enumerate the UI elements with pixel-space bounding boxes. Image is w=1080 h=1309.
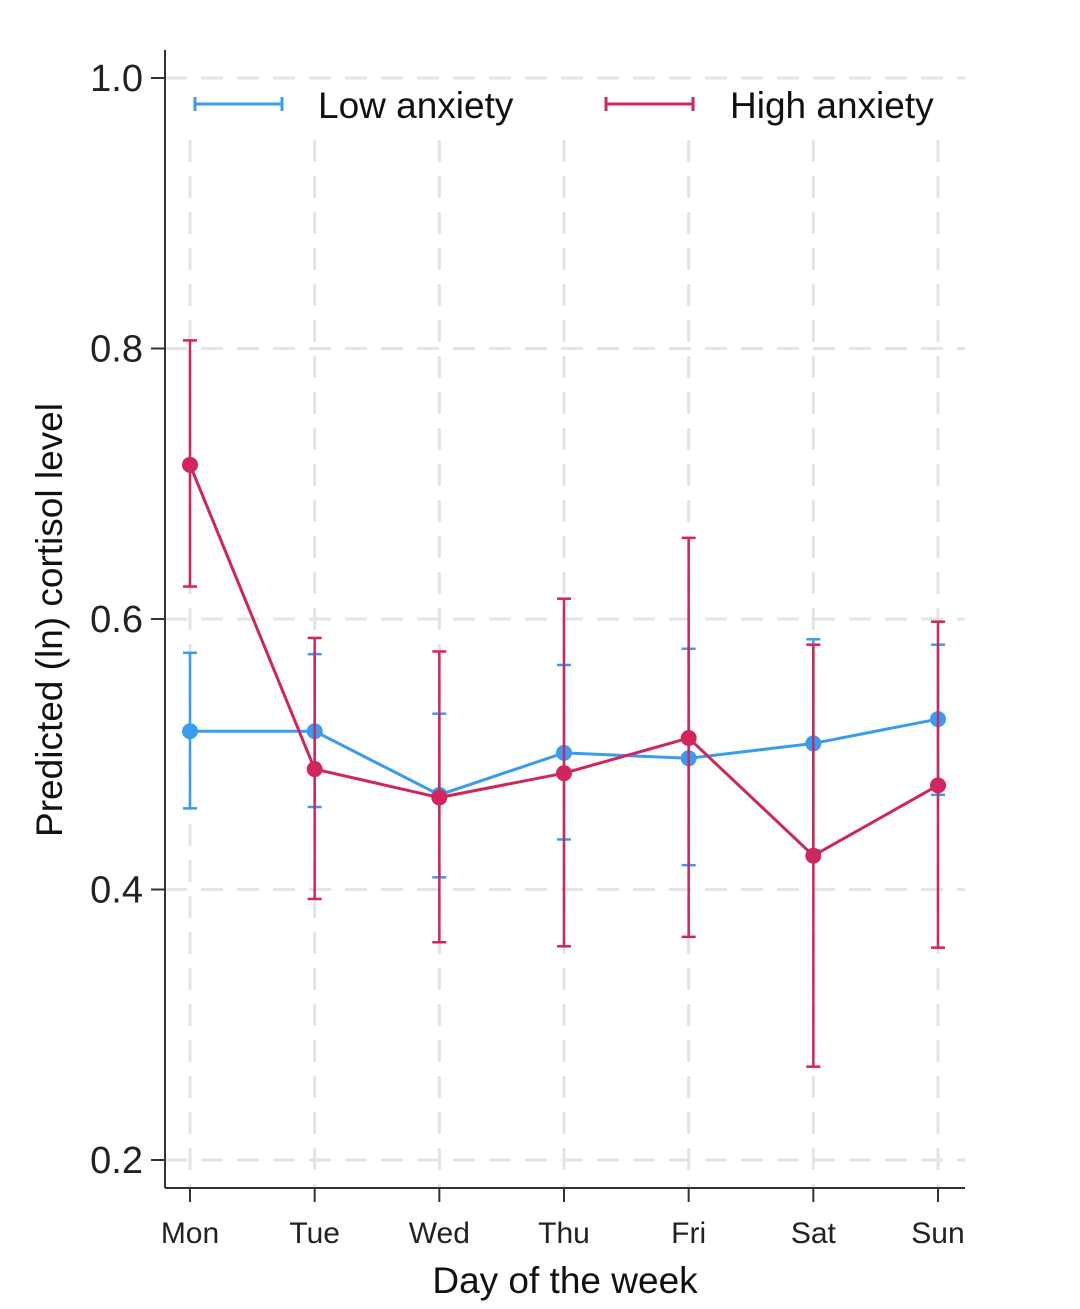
y-tick-label: 0.4 xyxy=(90,870,143,912)
x-tick-label: Wed xyxy=(409,1217,470,1250)
legend-item: High anxiety xyxy=(604,85,934,126)
x-tick-label: Fri xyxy=(671,1217,706,1250)
series-layer xyxy=(182,339,946,1068)
y-tick-label: 1.0 xyxy=(90,58,143,100)
data-point xyxy=(306,761,323,778)
legend-label: High anxiety xyxy=(730,85,934,126)
data-point xyxy=(556,765,572,782)
legend-item: Low anxiety xyxy=(193,85,514,126)
x-axis-title: Day of the week xyxy=(432,1260,698,1301)
legend: Low anxiety High anxiety xyxy=(193,85,934,126)
series-2 xyxy=(182,339,946,1068)
y-tick-label: 0.8 xyxy=(90,329,143,371)
data-point xyxy=(182,723,198,740)
data-point xyxy=(930,777,946,794)
axes: 0.2 0.4 0.6 0.8 1.0 Mon Tue Wed Thu Fri Sat Sun xyxy=(90,50,965,1250)
y-axis-title: Predicted (ln) cortisol level xyxy=(29,403,70,837)
x-tick-label: Sun xyxy=(911,1217,964,1250)
y-tick-label: 0.6 xyxy=(90,599,143,641)
data-point xyxy=(431,789,448,806)
data-point xyxy=(805,847,822,864)
legend-label: Low anxiety xyxy=(318,85,514,126)
data-point xyxy=(680,730,697,747)
y-tick-label: 0.2 xyxy=(90,1140,143,1182)
x-tick-label: Tue xyxy=(289,1217,340,1250)
data-point xyxy=(182,456,198,473)
x-tick-label: Mon xyxy=(161,1217,219,1250)
x-tick-label: Sat xyxy=(791,1217,837,1250)
x-tick-label: Thu xyxy=(538,1217,590,1250)
